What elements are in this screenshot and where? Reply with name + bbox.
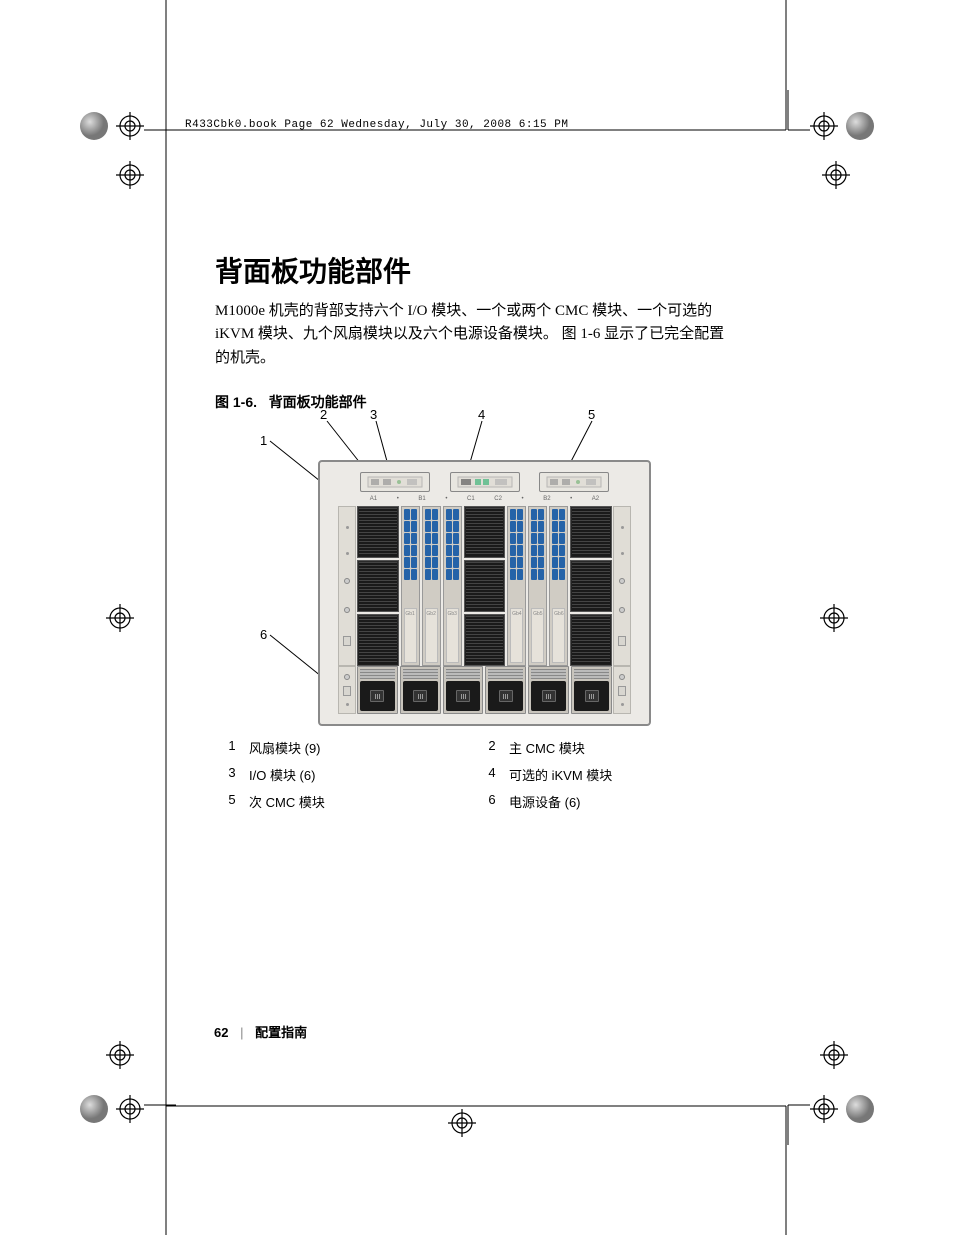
- slot-label: C1: [467, 496, 475, 504]
- fan-module: [464, 614, 506, 666]
- io-module: Gb1: [401, 506, 420, 666]
- io-column: Gb4: [506, 506, 527, 666]
- legend-text: 风扇模块 (9): [249, 738, 321, 757]
- io-module: Gb5: [528, 506, 547, 666]
- io-module: Gb4: [507, 506, 526, 666]
- io-column: Gb2: [421, 506, 442, 666]
- figure-diagram: 1 2 3 4 5 6 A1 •: [260, 405, 700, 735]
- section-title: 背面板功能部件: [215, 250, 735, 290]
- fan-column: [569, 506, 613, 666]
- legend-num: 3: [215, 765, 249, 784]
- crop-mark-bottom-right: [778, 1085, 878, 1145]
- page-footer: 62 | 配置指南: [214, 1022, 307, 1041]
- legend-text: 主 CMC 模块: [509, 738, 585, 757]
- io-column: Gb1: [400, 506, 421, 666]
- crop-mark-bottom-left-2: [100, 1035, 140, 1075]
- crop-mark-bottom-left: [76, 1085, 176, 1145]
- legend-text: 次 CMC 模块: [249, 792, 325, 811]
- slot-label: B2: [543, 496, 550, 504]
- figure-caption-prefix: 图 1-6.: [215, 394, 257, 410]
- psu-module: [571, 666, 612, 714]
- print-header-line: R433Cbk0.book Page 62 Wednesday, July 30…: [185, 119, 568, 131]
- crop-mark-top-left-2: [76, 155, 146, 195]
- crop-mark-top-right-2: [816, 155, 866, 195]
- io-module: Gb3: [443, 506, 462, 666]
- fan-module: [570, 560, 612, 612]
- side-rail-left-lower: [338, 666, 356, 714]
- legend-text: 可选的 iKVM 模块: [509, 765, 612, 784]
- fan-column: [356, 506, 400, 666]
- io-column: Gb5: [527, 506, 548, 666]
- side-rail-left: [338, 506, 356, 666]
- psu-module: [528, 666, 569, 714]
- slot-label: C2: [494, 496, 502, 504]
- footer-separator: |: [240, 1025, 243, 1040]
- legend-num: 2: [475, 738, 509, 757]
- io-column: Gb6: [548, 506, 569, 666]
- side-rail-right-lower: [613, 666, 631, 714]
- fan-module: [357, 560, 399, 612]
- crop-mark-top-right: [778, 90, 878, 150]
- crop-mark-mid-left: [100, 598, 140, 638]
- side-rail-right: [613, 506, 631, 666]
- fan-module: [357, 614, 399, 666]
- crop-mark-bottom-right-2: [814, 1035, 854, 1075]
- io-module: Gb2: [422, 506, 441, 666]
- legend-num: 6: [475, 792, 509, 811]
- psu-row: [338, 666, 631, 714]
- fan-module: [464, 560, 506, 612]
- legend-text: 电源设备 (6): [509, 792, 581, 811]
- section-paragraph: M1000e 机壳的背部支持六个 I/O 模块、一个或两个 CMC 模块、一个可…: [215, 300, 735, 370]
- legend-num: 1: [215, 738, 249, 757]
- footer-doc-title: 配置指南: [255, 1025, 307, 1040]
- io-slot-labels: A1 • B1 • C1 C2 • B2 • A2: [360, 496, 609, 504]
- cmc-module-secondary: [539, 472, 609, 492]
- io-column: Gb3: [442, 506, 463, 666]
- fan-module: [357, 506, 399, 558]
- legend-num: 4: [475, 765, 509, 784]
- fan-module: [570, 614, 612, 666]
- ikvm-module: [450, 472, 520, 492]
- slot-label: A1: [370, 496, 377, 504]
- psu-module: [443, 666, 484, 714]
- io-module: Gb6: [549, 506, 568, 666]
- legend-table: 1风扇模块 (9) 2主 CMC 模块 3I/O 模块 (6) 4可选的 iKV…: [215, 738, 735, 819]
- psu-module: [485, 666, 526, 714]
- fan-column: [463, 506, 507, 666]
- chassis-rear-view: A1 • B1 • C1 C2 • B2 • A2: [318, 460, 651, 726]
- psu-module: [400, 666, 441, 714]
- page-number: 62: [214, 1025, 228, 1040]
- legend-num: 5: [215, 792, 249, 811]
- cmc-module-primary: [360, 472, 430, 492]
- slot-label: A2: [592, 496, 599, 504]
- main-content: 背面板功能部件 M1000e 机壳的背部支持六个 I/O 模块、一个或两个 CM…: [215, 250, 735, 412]
- fan-module: [570, 506, 612, 558]
- legend-text: I/O 模块 (6): [249, 765, 315, 784]
- crop-mark-mid-right: [814, 598, 854, 638]
- fan-module: [464, 506, 506, 558]
- slot-label: B1: [418, 496, 425, 504]
- top-module-row: [360, 472, 609, 494]
- mid-section: Gb1 Gb2 Gb3 Gb4: [338, 506, 631, 666]
- crop-mark-bottom-center: [442, 1103, 482, 1143]
- psu-module: [357, 666, 398, 714]
